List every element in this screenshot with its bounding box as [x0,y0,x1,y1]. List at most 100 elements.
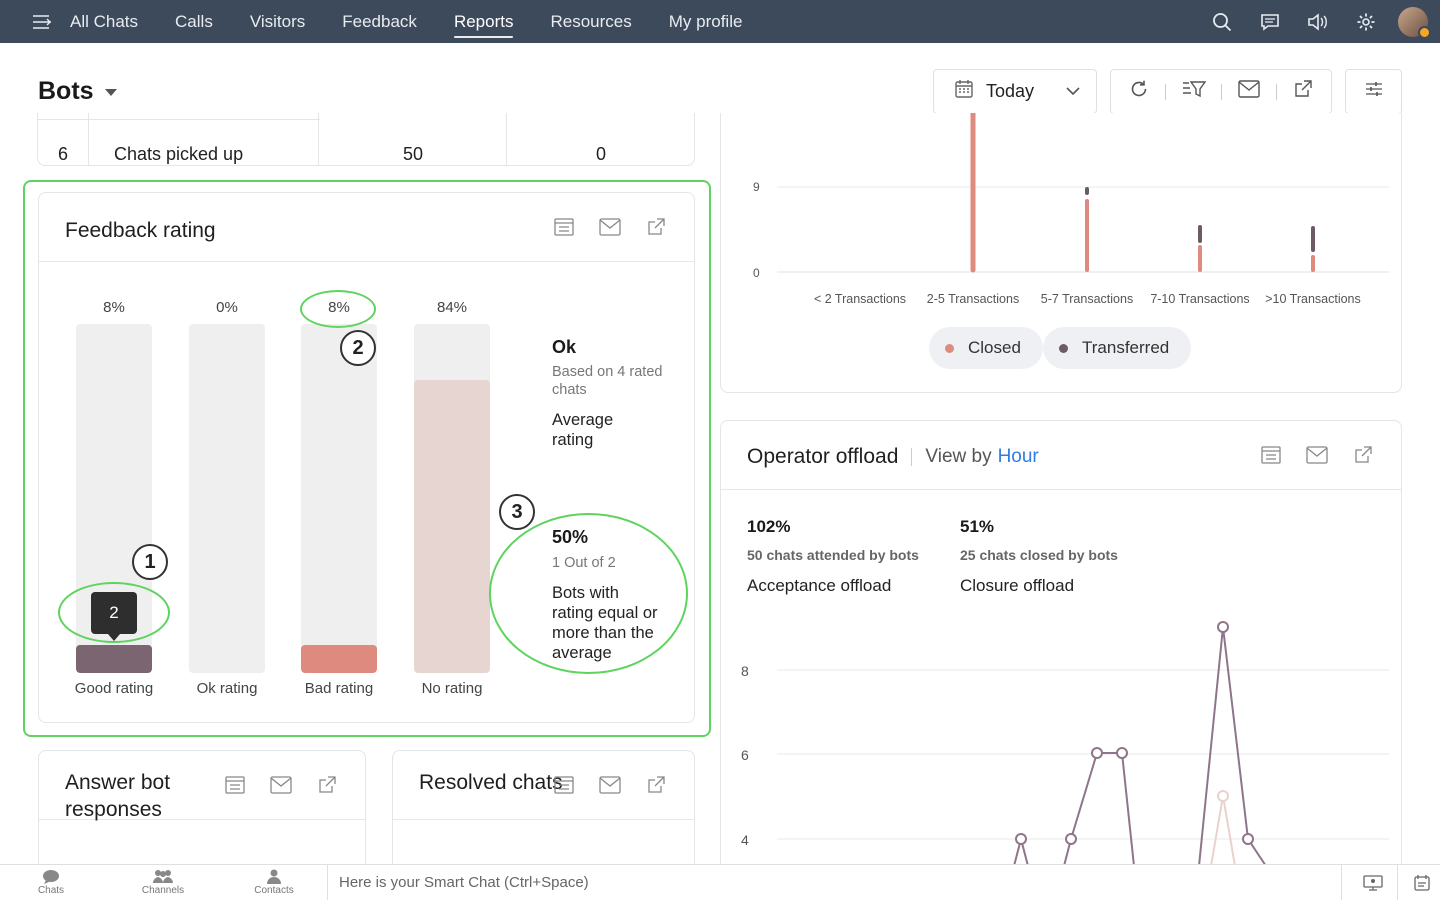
mail-icon[interactable] [269,773,293,797]
nav-resources[interactable]: Resources [550,11,632,31]
bar-label: Bad rating [304,680,374,697]
bottom-chats[interactable]: Chats [16,869,86,896]
nav-calls[interactable]: Calls [175,11,213,31]
sliders-icon [1365,80,1383,103]
nav-right-icons [1198,0,1440,43]
card-title-group: Operator offload View by Hour [747,445,1039,469]
data-point [1116,747,1128,759]
offload-line-chart: 8 6 4 [741,621,1389,866]
mail-icon[interactable] [598,215,622,239]
y-tick-label: 8 [741,663,749,679]
x-tick-label: >10 Transactions [1265,292,1361,306]
bar-track[interactable] [414,324,490,673]
card-title: Feedback rating [65,219,216,242]
refresh-icon[interactable] [1129,79,1149,104]
bottom-contacts-label: Contacts [254,885,294,896]
bar-track[interactable] [301,324,377,673]
closure-offload-sub: 25 chats closed by bots [960,547,1118,563]
report-actions [1110,69,1332,114]
export-icon[interactable] [644,215,668,239]
legend-transferred[interactable]: Transferred [1043,327,1192,369]
y-tick-label: 6 [741,747,749,763]
card-actions [1259,443,1375,467]
speaker-icon[interactable] [1294,0,1342,43]
menu-icon[interactable] [20,0,64,43]
table-cell: 0 [507,113,695,165]
export-icon[interactable] [1351,443,1375,467]
chat-icon[interactable] [1246,0,1294,43]
table-view-icon[interactable] [552,215,576,239]
card-header: Answer bot responses [39,751,365,821]
filter-icon[interactable] [1182,79,1206,104]
caret-down-icon[interactable] [104,89,117,96]
series-line [1198,626,1267,866]
page-title[interactable]: Bots [38,77,117,106]
callout-badge: 1 [132,544,168,580]
highlight-frame [23,180,711,737]
average-rating-sub: Based on 4 rated chats [552,364,663,398]
calendar-icon [954,79,974,104]
acceptance-offload-sub: 50 chats attended by bots [747,547,919,563]
smart-chat-input[interactable]: Here is your Smart Chat (Ctrl+Space) [327,865,1342,900]
table-cell: Chats picked up [89,113,319,165]
mail-icon[interactable] [1305,443,1329,467]
data-point [1217,621,1229,633]
table-cell: 50 [319,113,507,165]
bar-label: Ok rating [196,680,258,697]
highlight-ellipse [489,513,688,674]
bar-fill [414,380,490,673]
bar-track[interactable] [189,324,265,673]
card-actions [552,215,668,239]
callout-badge: 2 [340,330,376,366]
table-view-icon[interactable] [552,773,576,797]
legend-dot-icon [1059,343,1068,353]
search-icon[interactable] [1198,0,1246,43]
data-point [1015,833,1027,845]
date-range-selector[interactable]: Today [933,69,1097,114]
transactions-chart: 9 0 < 2 Transactions 2-5 Transactions 5-… [753,113,1389,306]
notes-icon[interactable] [1397,865,1440,900]
users-icon [153,870,173,883]
bar-label: No rating [421,680,483,697]
bottom-contacts[interactable]: Contacts [239,869,309,896]
screen-share-icon[interactable] [1349,865,1397,900]
nav-feedback[interactable]: Feedback [342,11,417,31]
export-icon[interactable] [315,773,339,797]
y-tick-label: 4 [741,832,749,848]
chevron-down-icon [1066,84,1080,103]
table-view-icon[interactable] [223,773,247,797]
view-by-selector[interactable]: Hour [997,446,1039,467]
customize-button[interactable] [1345,69,1402,114]
chat-bubble-icon [43,870,59,884]
bar-percent-label: 84% [436,299,468,316]
card-title: Answer bot responses [65,771,171,821]
avatar[interactable] [1398,6,1431,39]
data-point [1065,833,1077,845]
divider [1276,83,1278,100]
x-tick-label: 2-5 Transactions [927,292,1019,306]
table-divider [38,119,320,120]
y-tick-label: 0 [753,266,760,280]
legend-label: Transferred [1082,338,1170,357]
nav-my-profile[interactable]: My profile [668,11,743,31]
highlight-ellipse [300,290,376,328]
bar-percent-label: 0% [216,299,238,316]
nav-all-chats[interactable]: All Chats [70,11,139,31]
closure-offload-label: Closure offload [960,576,1075,595]
card-header: Operator offload View by Hour [721,421,1401,490]
bottom-channels[interactable]: Channels [128,869,198,896]
row-value-2: 0 [595,144,606,164]
gear-icon[interactable] [1342,0,1390,43]
mail-icon[interactable] [1238,80,1260,103]
mail-icon[interactable] [598,773,622,797]
nav-reports[interactable]: Reports [453,0,513,43]
export-icon[interactable] [644,773,668,797]
bot-stats-table: 6 Chats picked up 50 0 [37,113,695,166]
table-cell: 6 [38,113,89,165]
card-actions [223,773,339,797]
export-icon[interactable] [1293,79,1313,104]
legend-closed[interactable]: Closed [929,327,1043,369]
table-view-icon[interactable] [1259,443,1283,467]
page-title-text: Bots [38,77,94,105]
nav-visitors[interactable]: Visitors [249,11,306,31]
